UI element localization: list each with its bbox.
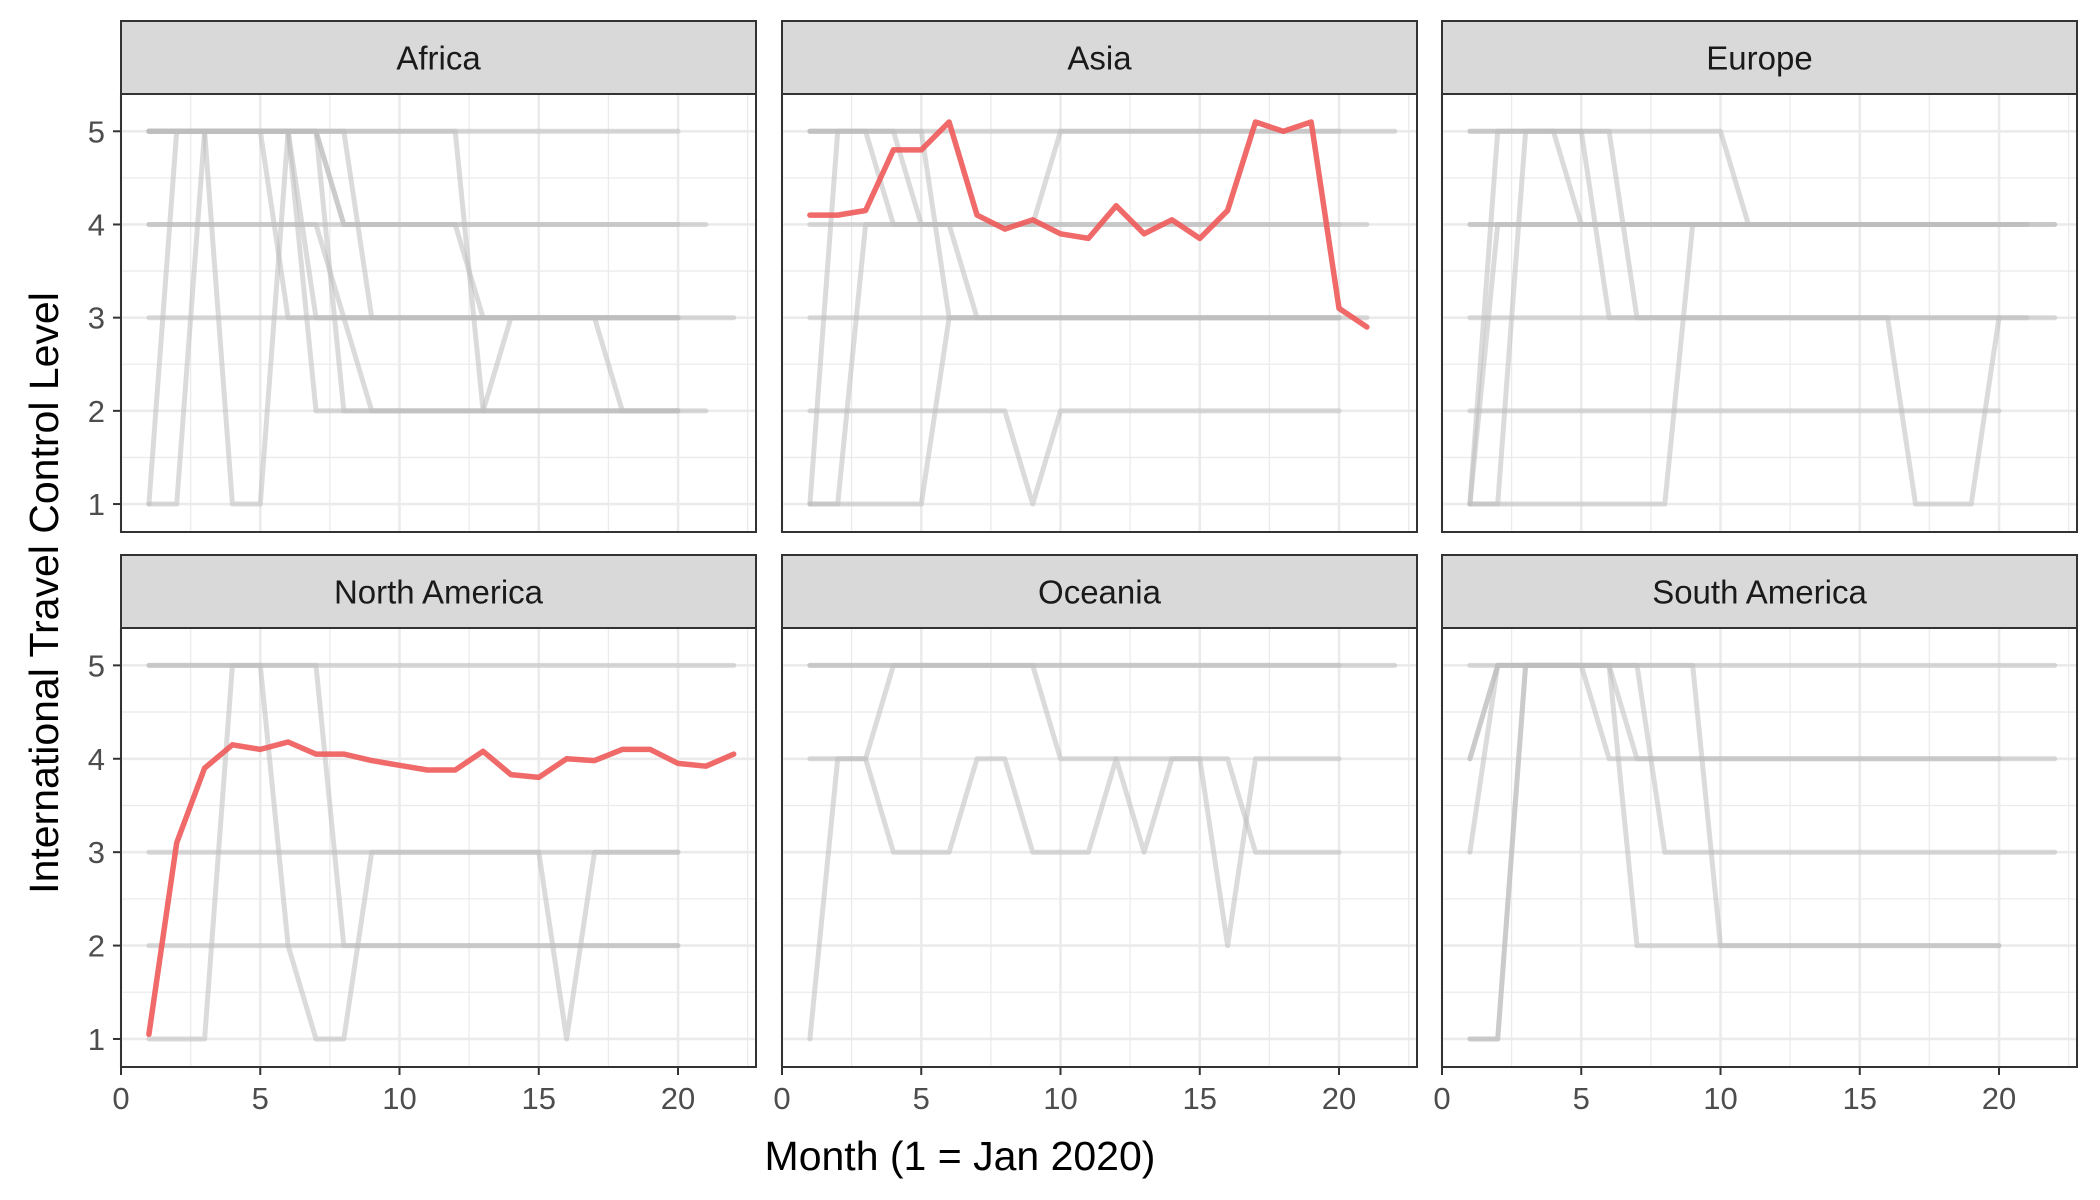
facet-strip [120,20,757,95]
facet-panel-oceania: Oceania 0 5 10 15 20 [773,554,1418,1116]
x-tick-label: 0 [773,1081,790,1116]
x-tick-label: 5 [252,1081,269,1116]
x-tick-label: 5 [913,1081,930,1116]
plot-background [121,628,756,1067]
panel-border [1441,627,2078,1068]
facet-panel-europe: Europe [1440,20,2078,533]
facet-strip-label: North America [334,574,544,611]
series-line [807,222,1370,507]
series-line [1467,128,2002,321]
y-tick-label: 2 [88,394,105,429]
x-tick-label: 10 [1703,1081,1737,1116]
y-tick-label: 2 [88,929,105,964]
y-tick-label: 5 [88,648,105,683]
y-tick-label: 3 [88,835,105,870]
series-line [807,662,1342,949]
panel-border [1441,93,2078,533]
series-line [807,408,1342,507]
y-tick-label: 4 [88,742,105,777]
series-line [1467,222,2002,507]
x-tick-label: 0 [112,1081,129,1116]
x-tick-label: 20 [1982,1081,2016,1116]
panel-border [781,93,1418,533]
facet-strip-label: Oceania [1038,574,1162,611]
x-tick-label: 15 [1183,1081,1217,1116]
x-tick-label: 0 [1433,1081,1450,1116]
series-line [807,756,1342,855]
x-tick-label: 10 [1043,1081,1077,1116]
plot-background [782,94,1417,532]
y-tick-label: 5 [88,114,105,149]
y-tick-label: 3 [88,301,105,336]
x-tick-label: 15 [1843,1081,1877,1116]
x-tick-label: 10 [382,1081,416,1116]
facet-strip [781,554,1418,629]
facet-strip [120,554,757,629]
facet-panel-asia: Asia [780,20,1418,533]
series-line [1467,662,2002,949]
highlighted-series-line [807,119,1370,330]
facet-strip [1441,554,2078,629]
panels-layer: Africa 1 2 3 4 5 Asia Europe North America 1 2 3 4 5 0… [88,20,2078,1116]
x-tick-label: 20 [661,1081,695,1116]
x-axis-title: Month (1 = Jan 2020) [765,1133,1156,1179]
y-tick-label: 4 [88,207,105,242]
panel-border [781,627,1418,1068]
panel-border [120,627,757,1068]
y-axis-title: International Travel Control Level [21,292,67,894]
series-line [146,849,681,1042]
facet-panel-south-america: South America 0 5 10 15 20 [1433,554,2078,1116]
y-tick-label: 1 [88,1022,105,1057]
x-tick-label: 20 [1322,1081,1356,1116]
x-tick-label: 15 [522,1081,556,1116]
series-line [807,315,1342,507]
highlighted-series-line [146,739,737,1038]
plot-background [782,628,1417,1067]
series-line [146,128,681,321]
facet-panel-africa: Africa 1 2 3 4 5 [88,20,757,533]
facet-strip-label: Asia [1067,40,1132,77]
panel-border [120,93,757,533]
facet-strip [781,20,1418,95]
facet-panel-north-america: North America 1 2 3 4 5 0 5 10 15 20 [88,554,757,1116]
y-tick-label: 1 [88,487,105,522]
facet-strip-label: Africa [396,40,481,77]
plot-background [1442,628,2077,1067]
x-tick-label: 5 [1573,1081,1590,1116]
facet-strip-label: South America [1652,574,1867,611]
facet-strip-label: Europe [1706,40,1812,77]
plot-background [1442,94,2077,532]
